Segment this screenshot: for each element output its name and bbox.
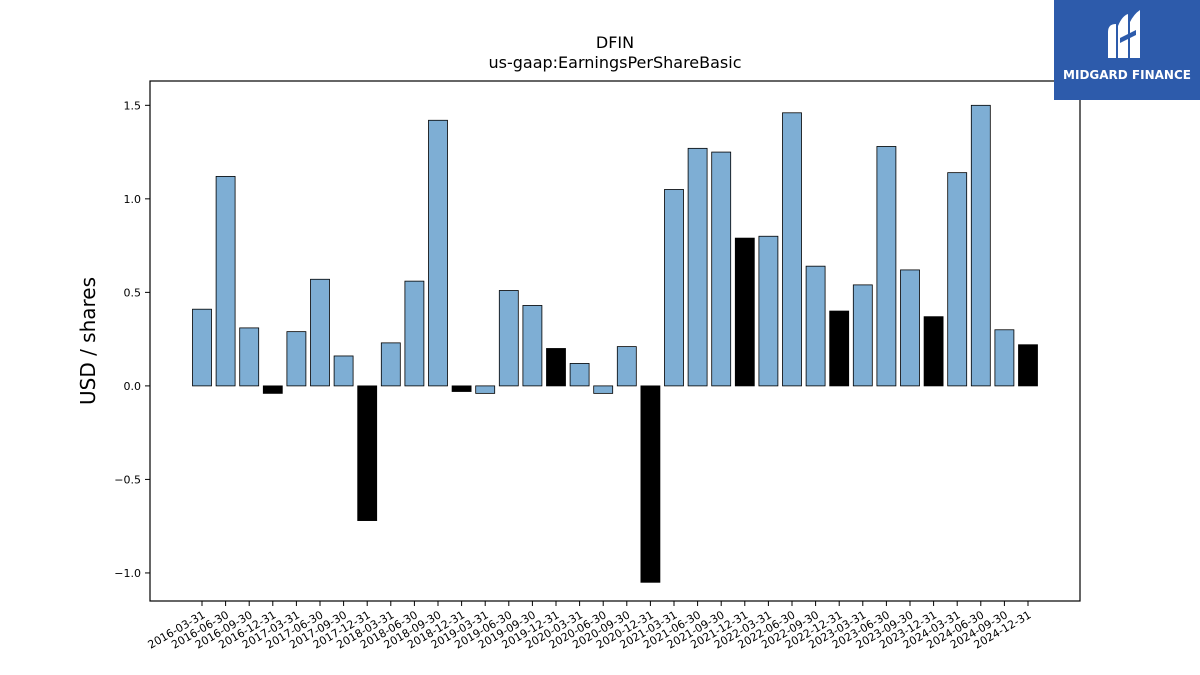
bar-2022-09-30 (805, 265, 826, 387)
bar-2020-12-31 (640, 385, 661, 583)
bar-2018-03-31 (380, 342, 401, 387)
bar-2018-09-30 (428, 119, 448, 387)
bar-2022-03-31 (758, 235, 779, 387)
bar-2024-06-30 (970, 104, 991, 387)
bar-2019-09-30 (522, 305, 543, 387)
bar-2021-09-30 (711, 151, 732, 387)
bar-2024-03-31 (947, 172, 968, 387)
bar-2020-06-30 (593, 385, 614, 394)
bar-2018-06-30 (404, 280, 425, 387)
bar-2016-12-31 (262, 385, 283, 394)
bars-layer (192, 104, 1038, 583)
bar-2017-12-31 (357, 385, 378, 521)
bar-2020-03-31 (569, 363, 590, 387)
bar-2017-06-30 (310, 278, 330, 387)
bar-2023-06-30 (876, 146, 897, 387)
x-ticks: 2016-03-312016-06-302016-09-302016-12-31… (146, 601, 1034, 652)
bar-2023-12-31 (923, 316, 944, 387)
y-tick-label: 0.5 (124, 286, 142, 299)
y-tick-label: 1.0 (124, 193, 142, 206)
bar-2021-03-31 (664, 189, 684, 387)
midgard-logo-icon (1108, 10, 1140, 58)
y-axis-label: USD / shares (76, 277, 100, 405)
bar-2022-12-31 (829, 310, 850, 387)
bar-2022-06-30 (782, 112, 802, 387)
bar-2019-06-30 (498, 290, 519, 387)
logo-text: MIDGARD FINANCE (1063, 68, 1191, 82)
y-ticks: −1.0 −0.5 0.0 0.5 1.0 1.5 (114, 99, 150, 580)
y-tick-label: 0.0 (124, 380, 142, 393)
bar-2021-12-31 (734, 237, 755, 387)
y-tick-label: 1.5 (124, 99, 142, 112)
plot-frame (149, 80, 1081, 602)
midgard-finance-logo: MIDGARD FINANCE (1054, 0, 1200, 100)
bar-2024-09-30 (994, 329, 1015, 387)
bar-2019-03-31 (475, 385, 496, 394)
bar-2016-06-30 (215, 175, 236, 387)
y-tick-label: −1.0 (114, 567, 141, 580)
bar-2020-09-30 (616, 346, 637, 387)
bar-2018-12-31 (451, 385, 472, 392)
chart-title: DFIN (596, 33, 634, 52)
bar-2023-09-30 (900, 269, 920, 387)
bar-2016-09-30 (239, 327, 260, 387)
bar-2024-12-31 (1018, 344, 1038, 387)
bar-2023-03-31 (852, 284, 873, 387)
bar-2016-03-31 (192, 308, 212, 387)
y-tick-label: −0.5 (114, 473, 141, 486)
bar-2019-12-31 (546, 348, 566, 387)
bar-2017-03-31 (286, 331, 307, 387)
bar-2017-09-30 (333, 355, 354, 387)
bar-2021-06-30 (687, 147, 708, 387)
chart-subtitle: us-gaap:EarningsPerShareBasic (488, 53, 741, 72)
